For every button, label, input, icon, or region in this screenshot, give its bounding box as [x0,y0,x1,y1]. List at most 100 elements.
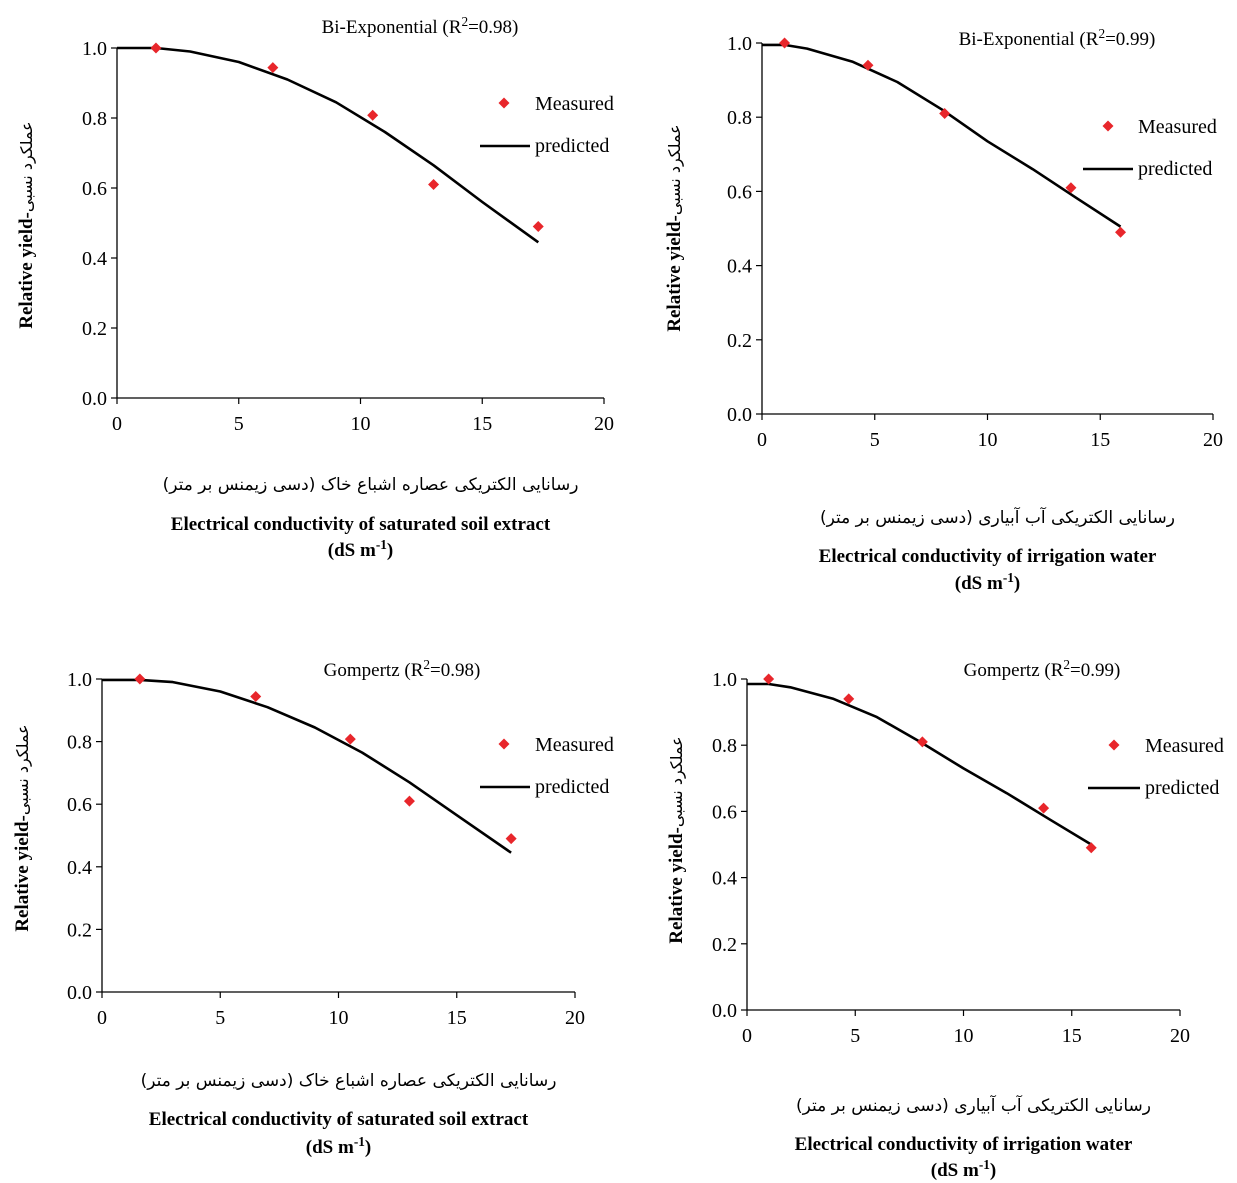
x-tick-label: 0 [742,1025,752,1047]
x-axis-label-persian: رسانایی الکتریکی عصاره اشباع خاک (دسی زی… [163,475,579,495]
x-axis-label-persian: رسانایی الکتریکی آب آبیاری (دسی زیمنس بر… [820,506,1175,528]
y-tick-label: 0.8 [727,107,752,129]
model-annotation: Bi-Exponential (R2=0.98) [322,14,519,39]
x-tick-label: 5 [850,1025,860,1047]
x-tick-label: 10 [351,413,371,435]
predicted-line [747,682,1092,846]
measured-point [1038,802,1050,814]
x-tick-label: 15 [1090,429,1110,451]
legend-predicted-label: predicted [535,135,609,157]
legend-measured-marker [498,97,510,109]
x-tick-label: 20 [1170,1025,1190,1047]
model-annotation: Gompertz (R2=0.98) [324,657,481,682]
y-tick-label: 0.4 [727,256,752,278]
y-tick-label: 0.6 [727,181,752,203]
y-tick-label: 0.0 [67,982,92,1004]
x-tick-label: 20 [1203,429,1223,451]
x-tick-label: 10 [954,1025,974,1047]
measured-point [344,733,356,745]
x-tick-label: 5 [234,413,244,435]
y-axis-label: Relative yield-عملکرد نسبی [12,724,33,931]
measured-point [150,42,162,54]
legend-measured-label: Measured [1145,735,1224,757]
measured-point [862,59,874,71]
y-tick-label: 0.0 [82,388,107,410]
y-tick-label: 0.2 [712,934,737,956]
legend-measured-label: Measured [1138,116,1217,138]
legend-predicted-label: predicted [1145,777,1219,799]
measured-point [843,693,855,705]
measured-point [763,673,775,685]
x-axis-label-english: Electrical conductivity of irrigation wa… [819,546,1157,567]
legend-measured-marker [498,738,510,750]
y-tick-label: 0.8 [712,735,737,757]
measured-point [1065,182,1077,194]
legend-measured-label: Measured [535,93,614,115]
y-tick-label: 0.6 [82,178,107,200]
y-tick-label: 0.4 [82,248,107,270]
chart-panel-2: 0.0 0.2 0.4 0.6 0.8 1.0 0 5 10 15 20 Bi-Exponential… [664,26,1223,595]
x-tick-label: 0 [757,429,767,451]
measured-point [1115,226,1127,238]
x-axis-label-english: Electrical conductivity of saturated soi… [171,514,551,535]
y-tick-label: 1.0 [67,669,92,691]
y-tick-label: 0.2 [82,318,107,340]
chart-panel-4: 0.0 0.2 0.4 0.6 0.8 1.0 0 5 10 15 20 Gompertz (R2=0… [666,657,1224,1182]
x-tick-label: 15 [1062,1025,1082,1047]
legend-measured-marker [1102,120,1114,132]
y-tick-label: 0.2 [727,330,752,352]
y-tick-label: 0.0 [727,404,752,426]
x-axis-label-persian: رسانایی الکتریکی آب آبیاری (دسی زیمنس بر… [796,1094,1151,1116]
measured-point [916,736,928,748]
model-annotation: Bi-Exponential (R2=0.99) [959,26,1156,51]
x-axis-unit: (dS m-1) [328,537,393,562]
y-axis-label: Relative yield-عملکرد نسبی [666,736,687,943]
y-tick-label: 0.4 [712,868,737,890]
y-tick-label: 0.4 [67,857,92,879]
x-tick-label: 10 [978,429,998,451]
chart-panel-1: 0.0 0.2 0.4 0.6 0.8 1.0 0 5 10 15 20 Bi-Exponential… [16,14,614,562]
y-tick-label: 0.2 [67,919,92,941]
x-tick-label: 5 [870,429,880,451]
measured-point [532,221,544,232]
predicted-line [762,43,1122,228]
measured-point [939,107,951,119]
y-tick-label: 0.6 [712,801,737,823]
y-tick-label: 0.6 [67,794,92,816]
x-axis-label-english: Electrical conductivity of irrigation wa… [795,1134,1133,1155]
x-tick-label: 15 [472,413,492,435]
measured-point [505,833,517,845]
y-tick-label: 1.0 [712,669,737,691]
y-tick-label: 1.0 [82,38,107,60]
x-tick-label: 5 [215,1007,225,1029]
measured-point [779,37,791,49]
x-tick-label: 0 [112,413,122,435]
x-axis-unit: (dS m-1) [931,1157,996,1182]
x-tick-label: 0 [97,1007,107,1029]
x-tick-label: 15 [447,1007,467,1029]
legend-measured-marker [1108,739,1120,751]
x-tick-label: 20 [565,1007,585,1029]
measured-point [403,795,415,807]
y-tick-label: 0.8 [67,732,92,754]
chart-panel-3: 0.0 0.2 0.4 0.6 0.8 1.0 0 5 10 15 20 Gompertz (R2=0… [12,657,614,1159]
y-axis-label: Relative yield-عملکرد نسبی [664,124,685,331]
measured-point [1085,842,1097,854]
x-axis-label-english: Electrical conductivity of saturated soi… [149,1109,529,1130]
x-axis-unit: (dS m-1) [306,1134,371,1159]
x-tick-label: 10 [329,1007,349,1029]
x-axis-unit: (dS m-1) [955,570,1020,595]
y-tick-label: 1.0 [727,33,752,55]
measured-point [367,109,379,121]
legend-predicted-label: predicted [1138,158,1212,180]
legend-measured-label: Measured [535,734,614,756]
measured-point [250,691,262,703]
measured-point [267,62,279,74]
predicted-line [117,46,540,244]
measured-point [134,673,146,685]
measured-point [428,179,440,190]
legend-predicted-label: predicted [535,776,609,798]
x-tick-label: 20 [594,413,614,435]
x-axis-label-persian: رسانایی الکتریکی عصاره اشباع خاک (دسی زی… [141,1071,557,1091]
